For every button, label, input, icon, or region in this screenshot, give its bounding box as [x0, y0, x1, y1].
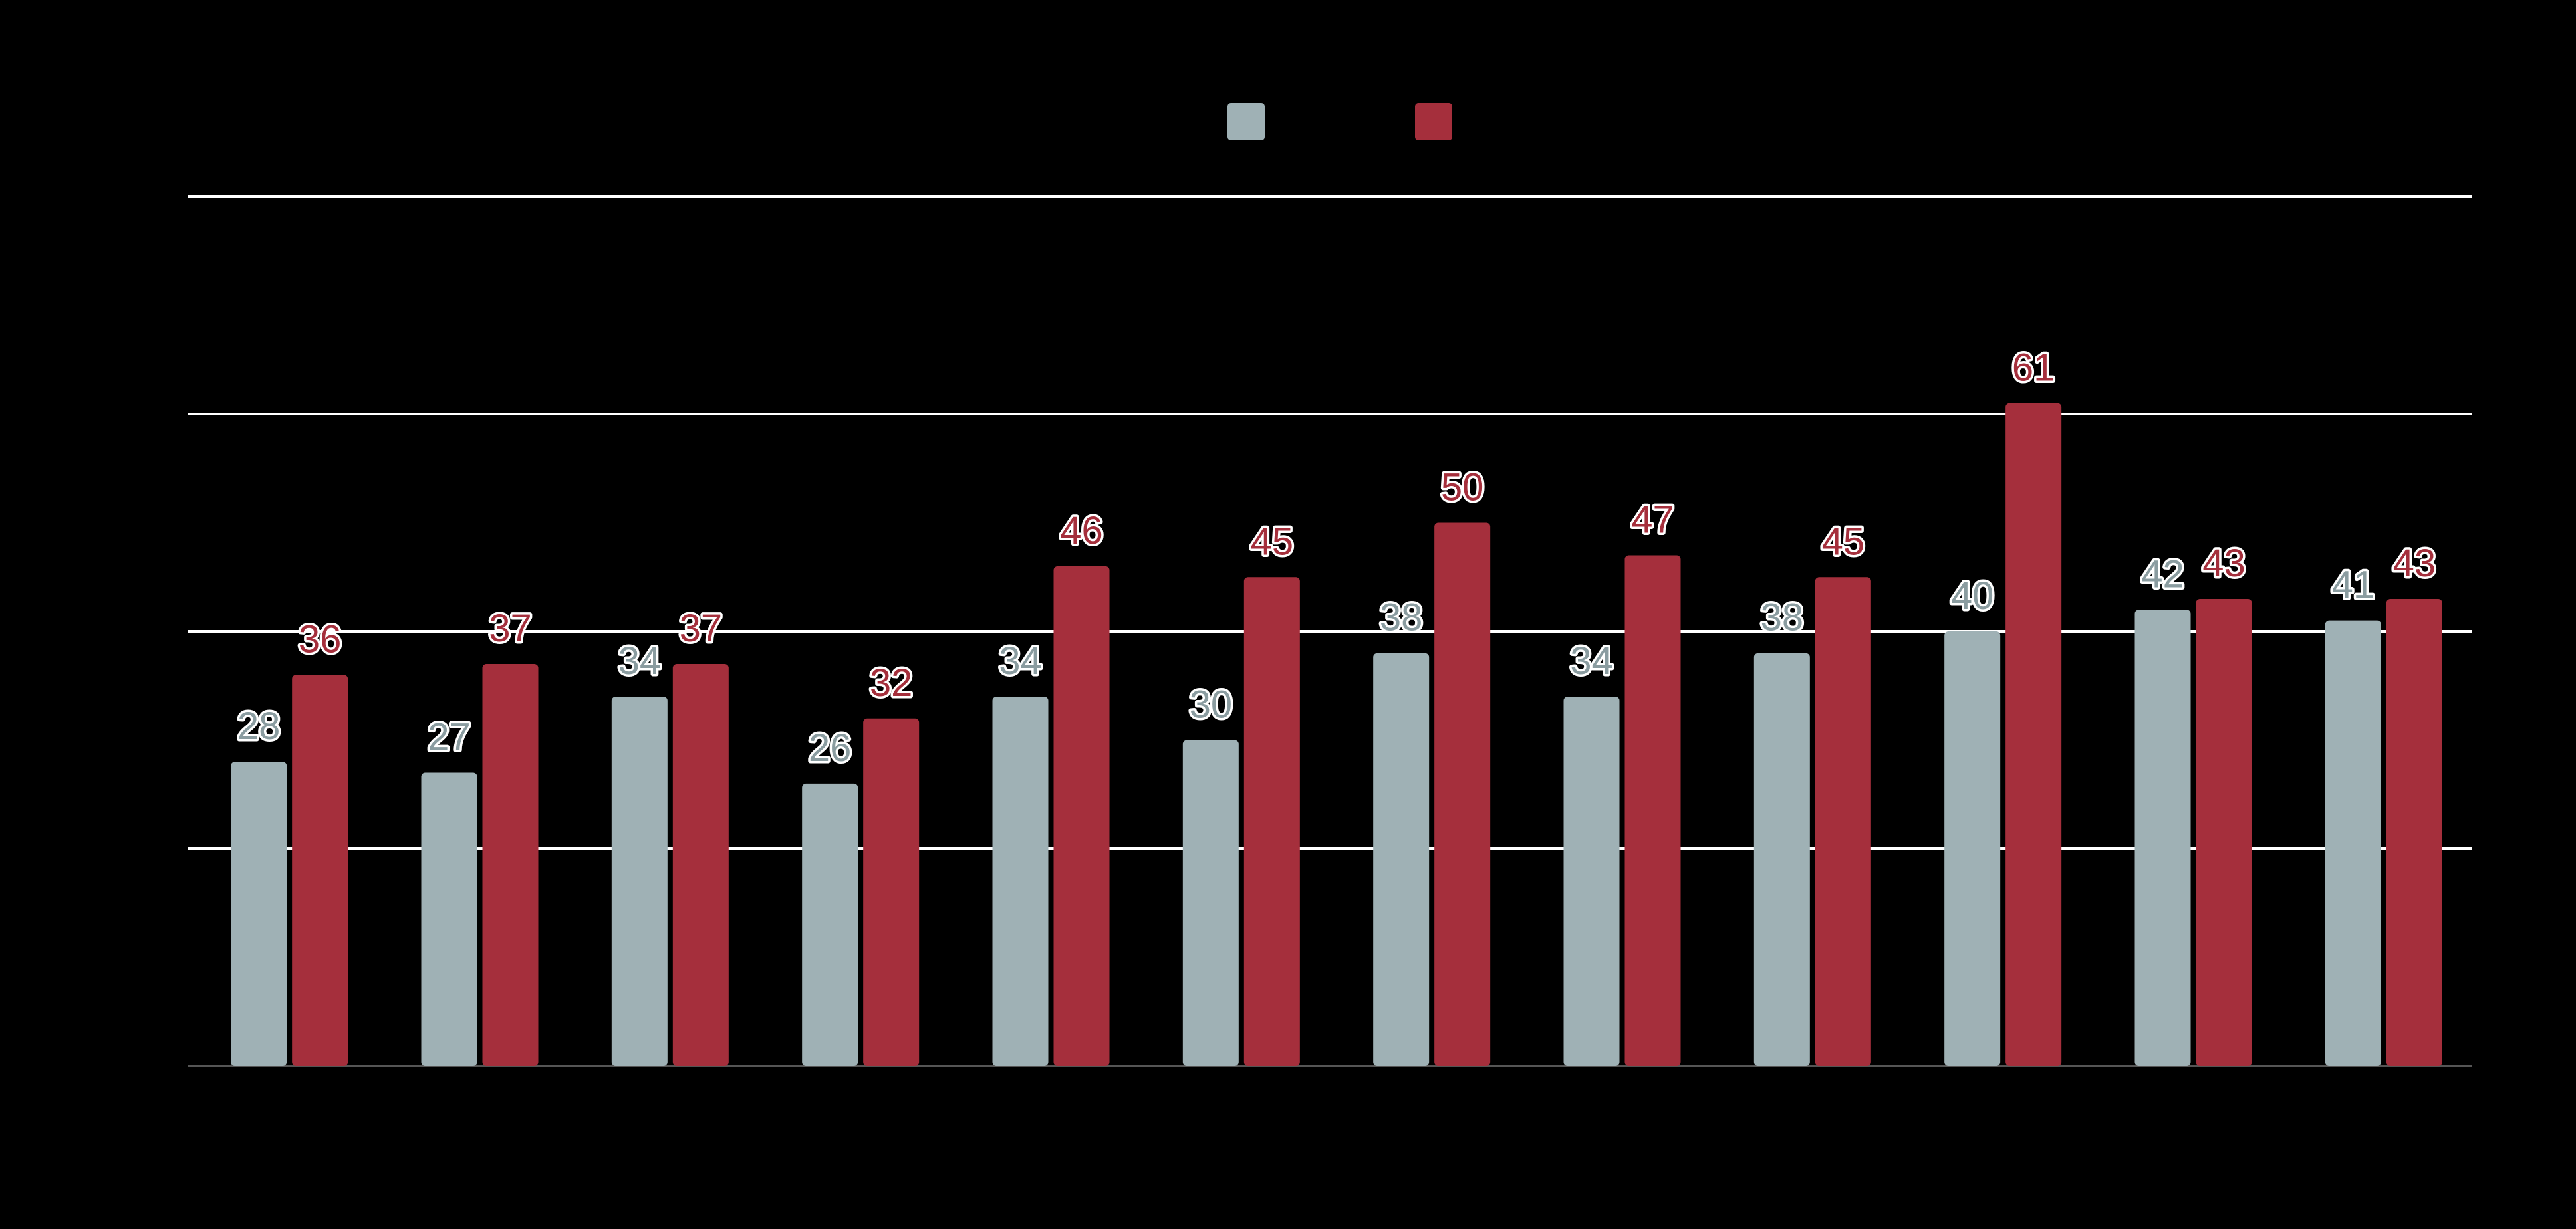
bar-series2-2[interactable]	[482, 664, 539, 1066]
legend	[1227, 103, 1452, 140]
data-label-series2-8: 47	[1631, 499, 1674, 542]
bar-series2-8[interactable]	[1624, 555, 1681, 1066]
data-label-series2-4: 32	[870, 661, 913, 705]
bar-series1-7[interactable]	[1373, 653, 1430, 1066]
data-label-series2-7: 50	[1441, 466, 1484, 509]
data-label-series2-3: 37	[680, 607, 723, 650]
data-label-series1-4: 26	[809, 726, 852, 770]
data-label-series1-9: 38	[1761, 596, 1804, 639]
data-label-series1-10: 40	[1951, 574, 1994, 617]
data-label-series1-6: 30	[1190, 683, 1233, 726]
data-label-series1-11: 42	[2141, 552, 2184, 596]
bar-series1-11[interactable]	[2134, 610, 2191, 1066]
bar-series2-7[interactable]	[1434, 522, 1491, 1067]
data-label-series1-7: 38	[1380, 596, 1423, 639]
bar-series1-9[interactable]	[1753, 653, 1810, 1066]
data-label-series1-12: 41	[2332, 564, 2375, 607]
gridlines	[188, 195, 2472, 1067]
data-label-series1-8: 34	[1570, 639, 1613, 683]
data-label-series2-11: 43	[2202, 542, 2246, 585]
bar-series1-10[interactable]	[1944, 631, 2001, 1066]
bar-series1-1[interactable]	[231, 762, 287, 1066]
data-label-series2-2: 37	[489, 607, 532, 650]
data-label-series2-9: 45	[1822, 520, 1865, 563]
data-label-series2-6: 45	[1251, 520, 1294, 563]
bar-series2-11[interactable]	[2196, 598, 2252, 1066]
data-label-series2-1: 36	[299, 617, 342, 661]
bar-series2-12[interactable]	[2386, 598, 2442, 1066]
legend-swatch-series2	[1415, 103, 1452, 140]
bar-series1-2[interactable]	[421, 772, 477, 1066]
data-label-series2-10: 61	[2012, 346, 2055, 390]
data-label-series2-5: 46	[1060, 509, 1103, 552]
bar-series2-6[interactable]	[1243, 577, 1300, 1066]
bar-series1-4[interactable]	[802, 783, 858, 1066]
data-label-series1-3: 34	[618, 639, 662, 683]
data-labels: 28 36 27 37 34 37 26 32 34 46 30 45 38 50 34 47 38 45 40 61…	[235, 344, 2438, 772]
data-label-series2-12: 43	[2393, 542, 2436, 585]
bar-series2-9[interactable]	[1815, 577, 1871, 1066]
bar-series1-12[interactable]	[2325, 620, 2381, 1066]
bar-series2-3[interactable]	[672, 664, 729, 1066]
bar-series2-10[interactable]	[2005, 403, 2062, 1066]
legend-swatch-series1	[1227, 103, 1265, 140]
data-label-series1-2: 27	[428, 716, 471, 759]
data-label-series1-1: 28	[237, 705, 281, 748]
bar-series2-4[interactable]	[863, 718, 920, 1066]
bar-series1-3[interactable]	[611, 697, 668, 1066]
bar-series1-8[interactable]	[1563, 697, 1620, 1066]
data-label-series1-5: 34	[999, 639, 1042, 683]
bars	[231, 403, 2442, 1066]
bar-series2-1[interactable]	[292, 675, 348, 1066]
bar-series1-6[interactable]	[1182, 740, 1239, 1067]
bar-series1-5[interactable]	[992, 697, 1049, 1066]
bar-series2-5[interactable]	[1053, 566, 1110, 1066]
